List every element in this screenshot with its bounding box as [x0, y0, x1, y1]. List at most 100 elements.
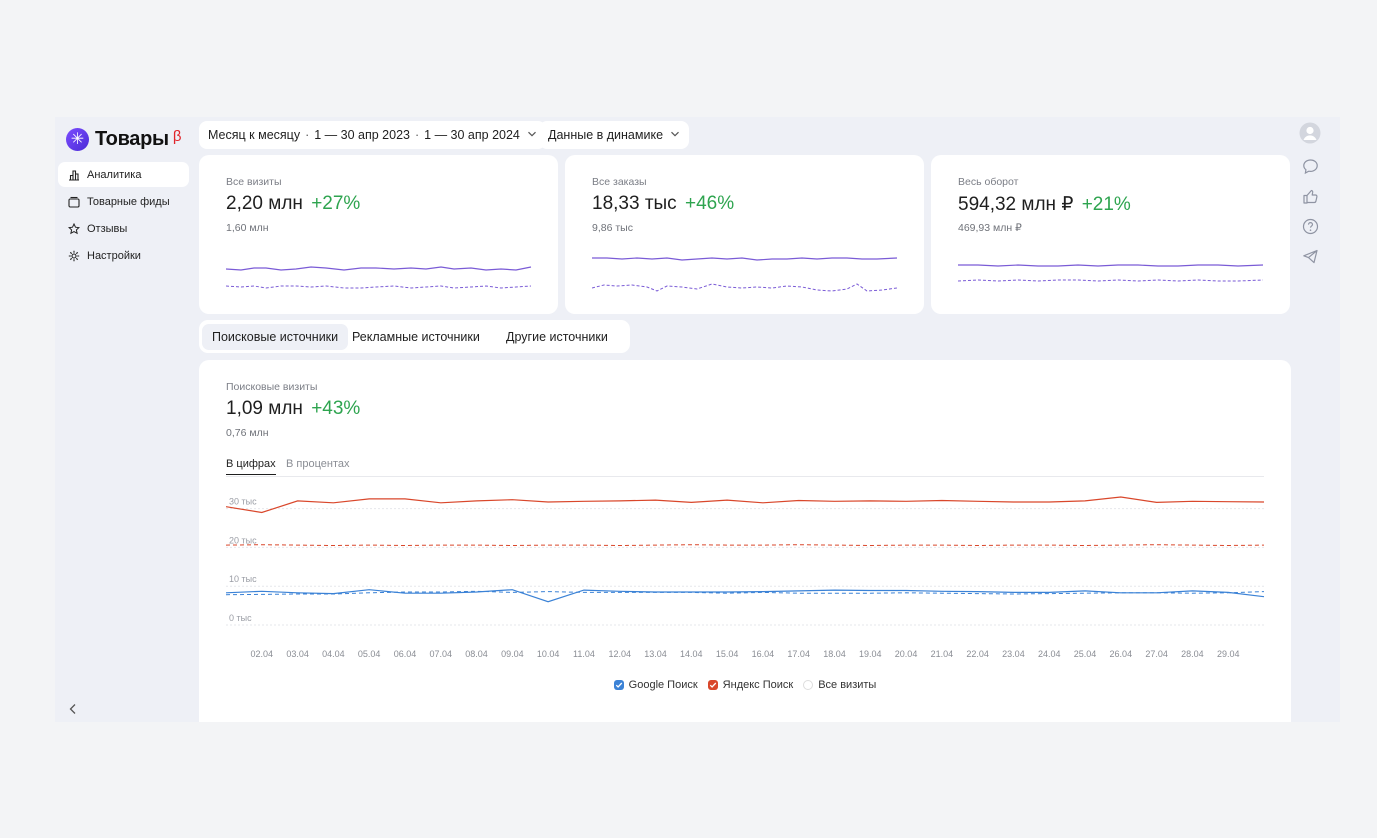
beta-badge: β [172, 127, 182, 145]
view-mode: Данные в динамике [548, 128, 664, 142]
x-tick-label: 29.04 [1217, 649, 1240, 659]
x-tick-label: 25.04 [1074, 649, 1097, 659]
kpi-previous: 469,93 млн ₽ [958, 222, 1022, 234]
sidebar-nav: Аналитика Товарные фиды Отзывы Настройки [58, 162, 189, 270]
panel-previous: 0,76 млн [226, 427, 269, 439]
x-tick-label: 14.04 [680, 649, 703, 659]
kpi-label: Все заказы [592, 176, 647, 188]
x-tick-label: 10.04 [537, 649, 560, 659]
sparkline [226, 266, 532, 289]
kpi-label: Весь оборот [958, 176, 1019, 188]
x-tick-label: 05.04 [358, 649, 381, 659]
kpi-value: 2,20 млн +27% [226, 193, 360, 215]
view-subtabs: В цифрах В процентах [226, 457, 1264, 477]
kpi-card-visits[interactable]: Все визиты 2,20 млн +27% 1,60 млн [199, 155, 558, 314]
legend-item-all-visits[interactable]: Все визиты [803, 679, 876, 691]
x-tick-label: 18.04 [823, 649, 846, 659]
series-line [226, 589, 1265, 603]
brand-logo-icon: ✳ [66, 127, 89, 151]
tab-other-sources[interactable]: Другие источники [506, 330, 608, 344]
x-tick-label: 09.04 [501, 649, 524, 659]
panel-label: Поисковые визиты [226, 381, 318, 393]
period-selector[interactable]: Месяц к месяцу · 1 — 30 апр 2023 · 1 — 3… [199, 121, 546, 149]
checkbox-checked-icon[interactable] [613, 680, 624, 690]
legend-item-yandex[interactable]: Яндекс Поиск [707, 679, 794, 691]
x-tick-label: 15.04 [716, 649, 739, 659]
sidebar-item-feeds[interactable]: Товарные фиды [58, 189, 189, 214]
sidebar-item-analytics[interactable]: Аналитика [58, 162, 189, 187]
x-tick-label: 03.04 [286, 649, 309, 659]
kpi-value: 18,33 тыс +46% [592, 193, 734, 215]
tab-search-sources[interactable]: Поисковые источники [202, 324, 349, 350]
collapse-sidebar-icon[interactable] [66, 702, 80, 716]
y-tick-label: 10 тыс [229, 574, 257, 584]
user-avatar-icon[interactable] [1299, 122, 1321, 144]
subtab-absolute[interactable]: В цифрах [226, 458, 276, 475]
legend-label: Google Поиск [628, 679, 698, 691]
x-tick-label: 17.04 [787, 649, 810, 659]
gear-icon [67, 249, 81, 263]
x-tick-label: 04.04 [322, 649, 345, 659]
x-tick-label: 06.04 [394, 649, 417, 659]
thumbs-up-icon[interactable] [1299, 185, 1321, 207]
x-tick-label: 16.04 [752, 649, 775, 659]
checkbox-checked-icon[interactable] [707, 680, 718, 690]
app-window: ✳ Товары β Аналитика Товарные фиды Отзыв… [55, 117, 1340, 722]
kpi-previous: 1,60 млн [226, 222, 269, 234]
subtab-percent[interactable]: В процентах [286, 458, 350, 470]
source-tabs: Поисковые источники Рекламные источники … [199, 320, 630, 353]
x-tick-label: 27.04 [1145, 649, 1168, 659]
x-tick-label: 23.04 [1002, 649, 1025, 659]
kpi-number: 18,33 тыс [592, 193, 677, 214]
sparkline [958, 264, 1264, 282]
kpi-number: 2,20 млн [226, 193, 303, 214]
kpi-card-revenue[interactable]: Весь оборот 594,32 млн ₽ +21% 469,93 млн… [931, 155, 1290, 314]
feed-icon [67, 195, 81, 209]
kpi-label: Все визиты [226, 176, 282, 188]
brand-name: Товары [95, 127, 169, 150]
view-selector[interactable]: Данные в динамике [539, 121, 690, 149]
send-icon[interactable] [1299, 245, 1321, 267]
chevron-down-icon [527, 128, 537, 142]
legend-item-google[interactable]: Google Поиск [613, 679, 698, 691]
series-line [226, 496, 1265, 514]
period-range-2: 1 — 30 апр 2024 [424, 128, 520, 142]
sidebar-item-reviews[interactable]: Отзывы [58, 216, 189, 241]
x-tick-label: 22.04 [966, 649, 989, 659]
period-mode: Месяц к месяцу [208, 128, 301, 142]
brand[interactable]: ✳ Товары β [66, 127, 181, 151]
tab-ad-sources[interactable]: Рекламные источники [352, 330, 480, 344]
y-tick-label: 20 тыс [229, 535, 257, 545]
legend-label: Все визиты [818, 679, 877, 691]
chevron-down-icon [670, 128, 680, 142]
x-tick-label: 28.04 [1181, 649, 1204, 659]
x-tick-label: 20.04 [895, 649, 918, 659]
legend-label: Яндекс Поиск [722, 679, 794, 691]
search-visits-panel: Поисковые визиты 1,09 млн +43% 0,76 млн … [199, 360, 1291, 722]
bar-chart-icon [67, 168, 81, 182]
kpi-delta: +46% [684, 193, 735, 214]
help-icon[interactable] [1299, 215, 1321, 237]
sparkline [592, 257, 898, 292]
series-line [226, 544, 1265, 547]
panel-delta: +43% [311, 398, 361, 419]
x-tick-label: 12.04 [608, 649, 631, 659]
x-tick-label: 19.04 [859, 649, 882, 659]
kpi-delta: +27% [311, 193, 361, 214]
y-tick-label: 30 тыс [229, 497, 257, 507]
checkbox-unchecked-icon[interactable] [803, 680, 814, 690]
sidebar-item-settings[interactable]: Настройки [58, 243, 189, 268]
kpi-card-orders[interactable]: Все заказы 18,33 тыс +46% 9,86 тыс [565, 155, 924, 314]
star-icon [67, 222, 81, 236]
x-tick-label: 02.04 [251, 649, 274, 659]
x-tick-label: 21.04 [931, 649, 954, 659]
sidebar-item-label: Товарные фиды [87, 195, 170, 208]
sidebar-item-label: Настройки [87, 249, 141, 262]
chart-legend: Google Поиск Яндекс Поиск Все визиты [199, 679, 1291, 691]
period-separator: · [305, 128, 310, 142]
x-tick-label: 08.04 [465, 649, 488, 659]
x-tick-label: 26.04 [1110, 649, 1133, 659]
comment-icon[interactable] [1299, 155, 1321, 177]
x-tick-label: 07.04 [429, 649, 452, 659]
series-line [226, 590, 1265, 596]
